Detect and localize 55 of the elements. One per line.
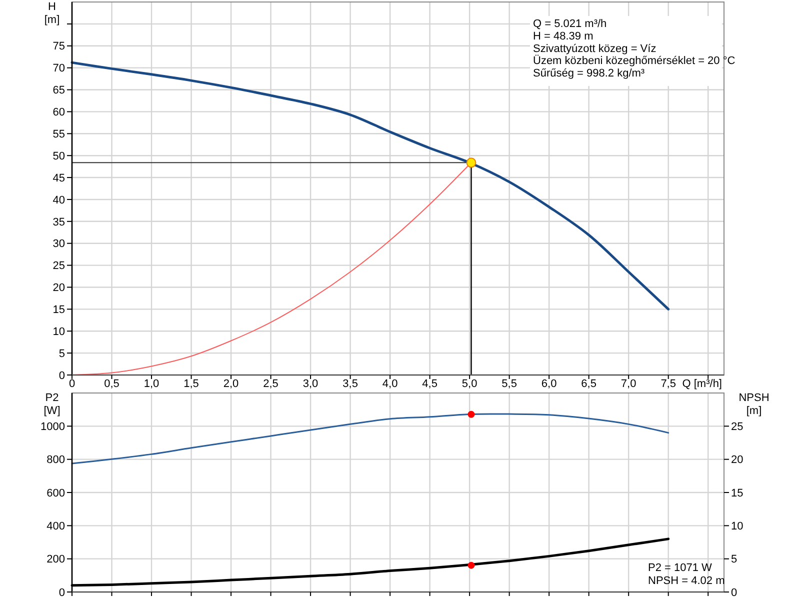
x-tick-label: 0,5 xyxy=(104,378,120,390)
y-tick-label: 25 xyxy=(52,260,65,272)
annotation: Szivattyúzott közeg = Víz xyxy=(533,42,656,55)
x-tick-label: 7,5 xyxy=(660,378,676,390)
y2-tick-label: 25 xyxy=(731,421,744,434)
annotation: NPSH = 4.02 m xyxy=(648,575,725,587)
x-tick-label: 4,0 xyxy=(382,378,398,390)
y-tick-label: 45 xyxy=(52,172,65,184)
x-tick-label: 1,5 xyxy=(184,378,199,390)
y2-tick-label: 10 xyxy=(731,520,744,533)
y2-tick-label: 0 xyxy=(731,586,738,599)
y-tick-label: 30 xyxy=(52,238,65,250)
x-tick-label: 0 xyxy=(68,378,76,390)
y-tick-label: 40 xyxy=(52,194,65,206)
x-tick-label: 5,0 xyxy=(462,378,478,390)
x-tick-label: 4,5 xyxy=(422,378,438,390)
y-tick-label: 70 xyxy=(52,62,65,75)
y-tick-label: 55 xyxy=(52,128,65,140)
x-tick-label: 6,0 xyxy=(541,378,557,390)
y-tick-label: 200 xyxy=(46,554,65,566)
y-axis-title: H [m] xyxy=(44,1,60,26)
annotation: Sűrűség = 998.2 kg/m³ xyxy=(533,68,645,80)
y-tick-label: 800 xyxy=(46,454,65,466)
x-tick-label: 2,5 xyxy=(263,378,278,390)
y2-axis-title: NPSH [m] xyxy=(738,392,770,417)
y-tick-label: 75 xyxy=(52,40,65,53)
x-tick-label: 3,0 xyxy=(302,378,318,390)
y-tick-label: 1000 xyxy=(40,421,65,434)
y-tick-label: 65 xyxy=(52,84,65,97)
x-axis-title: Q [m³/h] xyxy=(682,378,722,390)
y-axis-title: P2 [W] xyxy=(44,392,60,417)
y-tick-label: 0 xyxy=(58,586,65,599)
x-tick-label: 3,5 xyxy=(342,378,358,390)
x-tick-label: 2,0 xyxy=(223,378,239,390)
annotation: Üzem közbeni közeghőmérséklet = 20 °C xyxy=(533,54,736,68)
y2-tick-label: 20 xyxy=(731,454,744,466)
y-tick-label: 20 xyxy=(52,282,65,294)
x-tick-label: 1,0 xyxy=(144,378,160,390)
y-tick-label: 5 xyxy=(58,348,65,360)
y-tick-label: 400 xyxy=(46,520,65,533)
y-tick-label: 10 xyxy=(52,326,65,338)
annotation: H = 48.39 m xyxy=(533,30,594,42)
y2-tick-label: 15 xyxy=(731,487,744,500)
x-tick-label: 7,0 xyxy=(620,378,636,390)
y2-tick-label: 5 xyxy=(731,554,738,566)
annotation: P2 = 1071 W xyxy=(648,562,713,574)
y-tick-label: 50 xyxy=(52,150,65,162)
annotation: Q = 5.021 m³/h xyxy=(533,18,607,30)
x-tick-label: 6,5 xyxy=(581,378,596,390)
y-tick-label: 60 xyxy=(52,106,65,119)
y-tick-label: 35 xyxy=(52,216,65,228)
y-tick-label: 0 xyxy=(58,370,65,382)
y-tick-label: 15 xyxy=(52,304,65,316)
x-tick-label: 5,5 xyxy=(502,378,517,390)
y-tick-label: 600 xyxy=(46,487,65,500)
